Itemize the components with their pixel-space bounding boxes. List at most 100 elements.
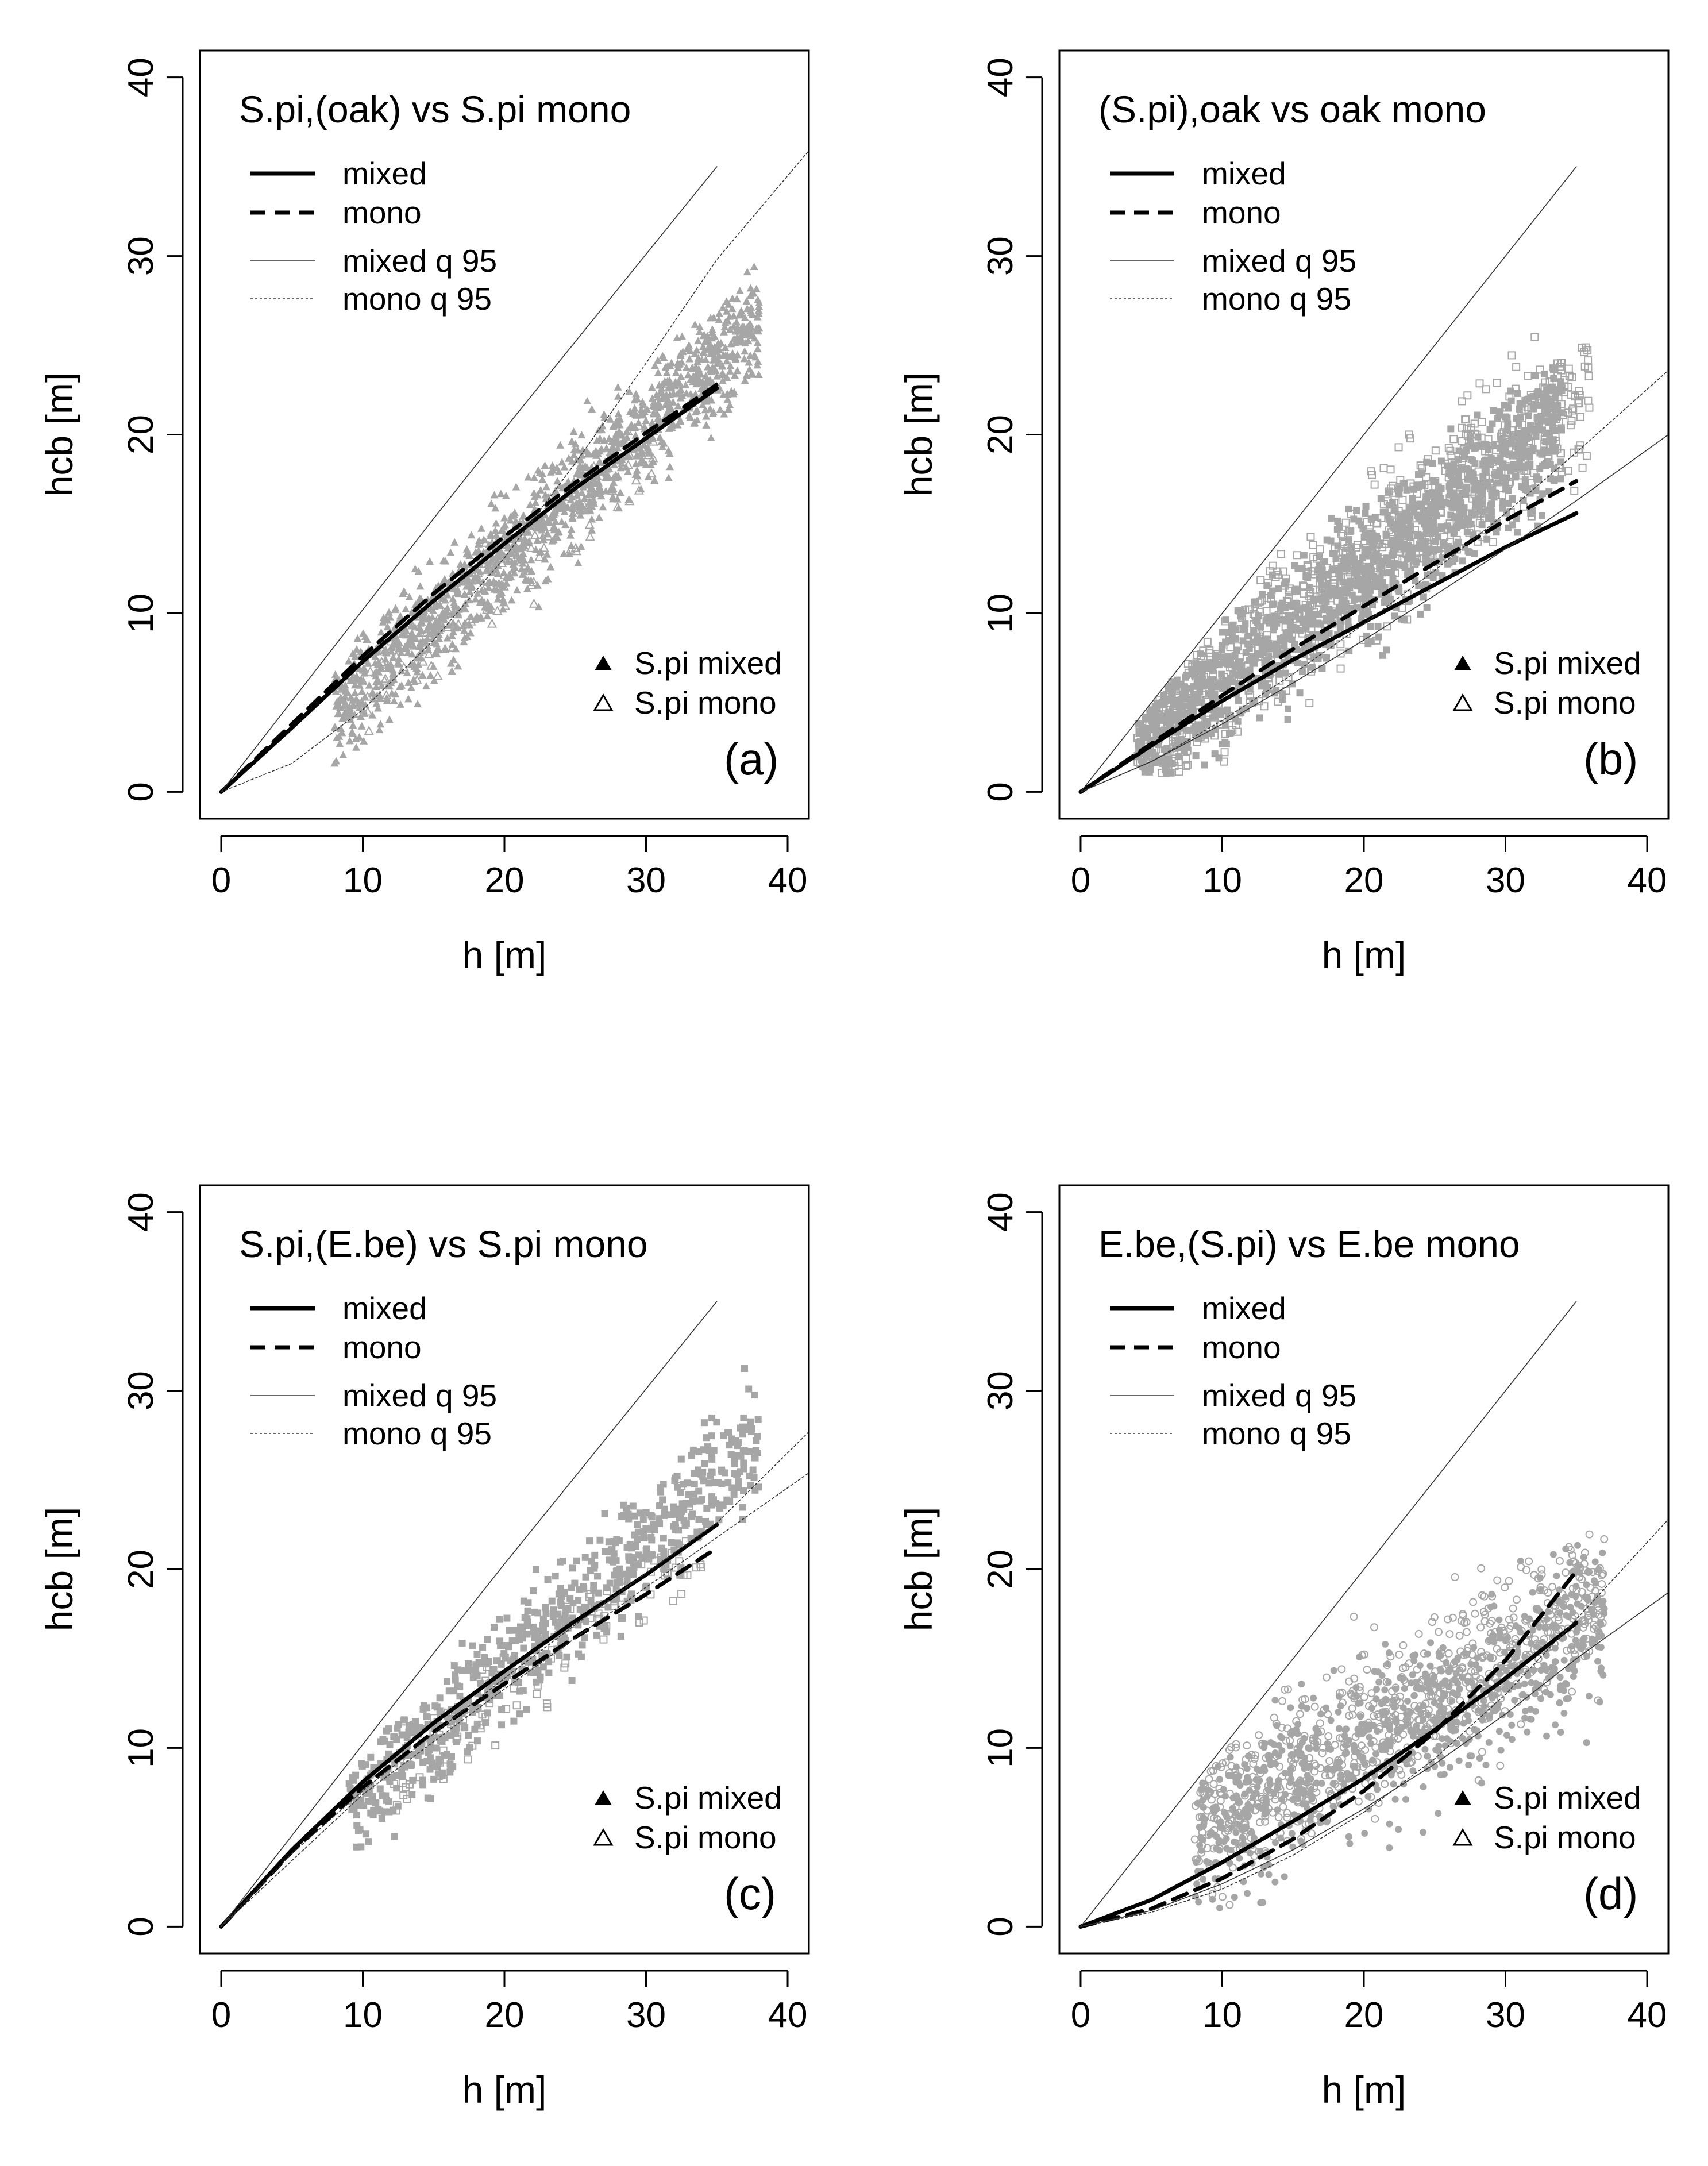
panel-a-legend: mixed mono mixed q 95 mono q 95 S.pi mix… [250, 156, 782, 720]
data-point [1539, 426, 1546, 434]
data-point [345, 704, 354, 712]
panel-a-xlabel: h [m] [462, 934, 547, 976]
data-point [1390, 1780, 1397, 1788]
data-point [463, 632, 472, 640]
data-point [1505, 500, 1512, 507]
data-point [664, 404, 674, 414]
data-point [1514, 390, 1521, 398]
data-point [1538, 512, 1545, 519]
data-point [1271, 1878, 1279, 1886]
data-point [1287, 1704, 1294, 1712]
data-point [754, 370, 763, 378]
data-point [404, 695, 412, 703]
data-point [341, 681, 349, 689]
data-point [469, 1642, 476, 1649]
data-point [586, 1537, 593, 1545]
data-point [503, 557, 512, 565]
data-point [595, 513, 603, 521]
data-point [565, 544, 576, 554]
data-point [1234, 607, 1242, 614]
data-point [525, 565, 533, 573]
data-point [433, 613, 444, 623]
data-point [353, 1812, 360, 1819]
data-point [1284, 705, 1291, 712]
data-point [669, 398, 677, 406]
data-point [1556, 1674, 1564, 1681]
data-point [623, 426, 633, 436]
data-point [396, 700, 405, 708]
data-point [708, 409, 717, 417]
data-point [591, 1551, 599, 1559]
data-point [363, 706, 373, 716]
data-point [608, 1547, 615, 1554]
panel-b-ylabel: hcb [m] [897, 372, 940, 496]
data-point [481, 604, 492, 614]
panel-b-tag: (b) [1583, 734, 1638, 784]
data-point [565, 454, 573, 462]
data-point [559, 1558, 566, 1565]
data-point [484, 583, 493, 591]
data-point [404, 648, 412, 656]
legend-spi-mono-marker [593, 693, 614, 711]
data-point [609, 422, 618, 430]
data-point [464, 550, 472, 558]
data-point [715, 1516, 723, 1524]
data-point [707, 1472, 714, 1479]
data-point [1318, 665, 1326, 672]
data-point [739, 1431, 746, 1438]
data-point [386, 1778, 394, 1786]
data-point [752, 1447, 759, 1454]
data-point [541, 461, 549, 469]
data-point [578, 498, 588, 508]
data-point [581, 1554, 589, 1561]
data-point [408, 660, 417, 668]
data-point [660, 1535, 667, 1542]
data-point [631, 470, 640, 478]
data-point [396, 612, 404, 620]
data-point [557, 1585, 564, 1592]
data-point [1420, 1829, 1427, 1836]
data-point [1256, 714, 1263, 722]
data-point [503, 541, 511, 549]
data-point [492, 606, 503, 615]
data-point [387, 647, 396, 655]
data-point [400, 587, 408, 595]
data-point [649, 410, 658, 418]
data-point [648, 394, 657, 402]
data-point [643, 443, 652, 451]
data-point [753, 361, 762, 369]
data-point [695, 327, 704, 335]
data-point [543, 531, 553, 541]
data-point [605, 434, 614, 442]
data-point [1323, 536, 1331, 544]
data-point [713, 359, 722, 367]
data-point [1388, 552, 1395, 559]
legend-spi-mixed-label: S.pi mixed [1494, 645, 1641, 681]
data-point [726, 361, 735, 369]
data-point [634, 1528, 642, 1536]
data-point [1502, 413, 1509, 421]
data-point [355, 733, 364, 741]
data-point [480, 581, 491, 592]
y-tick-label: 20 [121, 1550, 161, 1589]
data-point [584, 449, 592, 457]
data-point [1391, 1795, 1399, 1803]
data-point [685, 341, 693, 349]
data-point [474, 539, 483, 548]
data-point [726, 325, 734, 333]
data-point [427, 1795, 434, 1802]
data-point [560, 463, 569, 471]
data-point [721, 318, 730, 326]
data-point [574, 558, 583, 566]
data-point [745, 358, 753, 366]
data-point [726, 367, 734, 375]
data-point [706, 314, 715, 322]
data-point [658, 1545, 666, 1552]
data-point [702, 421, 711, 429]
data-point [585, 500, 596, 510]
data-point [625, 387, 634, 395]
data-point [607, 485, 618, 495]
data-point [556, 1652, 563, 1659]
